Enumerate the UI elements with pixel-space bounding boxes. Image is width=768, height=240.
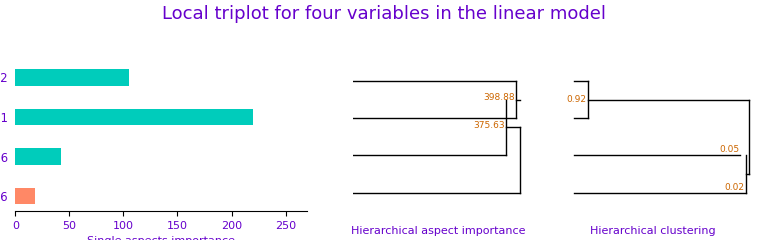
Text: Local triplot for four variables in the linear model: Local triplot for four variables in the … (162, 5, 606, 23)
Text: 375.63: 375.63 (474, 121, 505, 130)
Text: Hierarchical aspect importance: Hierarchical aspect importance (350, 226, 525, 236)
Text: 0.05: 0.05 (720, 145, 740, 154)
X-axis label: Single aspects importance: Single aspects importance (88, 236, 235, 240)
Bar (15, 69, 129, 86)
Bar (15, 148, 61, 165)
Bar (15, 109, 253, 125)
Bar (15, 188, 35, 204)
Text: 0.02: 0.02 (725, 182, 745, 192)
Text: Hierarchical clustering: Hierarchical clustering (590, 226, 716, 236)
Text: 398.88: 398.88 (483, 93, 515, 102)
Text: 0.92: 0.92 (566, 95, 586, 104)
